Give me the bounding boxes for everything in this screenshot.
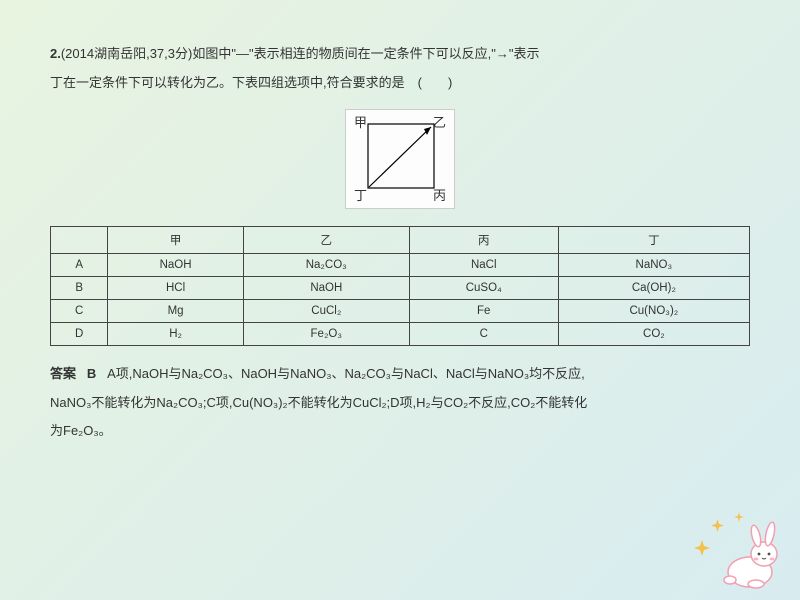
cell: NaNO₃: [558, 254, 749, 277]
q-mid1: 表示相连的物质间在一定条件下可以反应,: [254, 46, 492, 61]
table-header-row: 甲 乙 丙 丁: [51, 227, 750, 254]
cell-opt: C: [51, 300, 108, 323]
table-row: B HCl NaOH CuSO₄ Ca(OH)₂: [51, 277, 750, 300]
table-row: C Mg CuCl₂ Fe Cu(NO₃)₂: [51, 300, 750, 323]
answer-text2: NaNO₃不能转化为Na₂CO₃;C项,Cu(NO₃)₂不能转化为CuCl₂;D…: [50, 395, 587, 410]
cell: C: [409, 323, 558, 346]
node-bl: 丁: [354, 185, 367, 204]
cell-opt: A: [51, 254, 108, 277]
bunny-icon: [692, 510, 782, 590]
sparkles-icon: [694, 512, 744, 556]
q-quote2: "→": [491, 46, 513, 61]
q-number: 2.: [50, 46, 61, 61]
cell: Ca(OH)₂: [558, 277, 749, 300]
node-br: 丙: [433, 185, 446, 204]
cell: CuSO₄: [409, 277, 558, 300]
node-tr: 乙: [433, 112, 446, 131]
bunny-blush-icon: [770, 558, 775, 561]
node-tl: 甲: [354, 112, 367, 131]
cell: NaOH: [108, 254, 244, 277]
table-row: D H₂ Fe₂O₃ C CO₂: [51, 323, 750, 346]
cell-opt: B: [51, 277, 108, 300]
cell: Mg: [108, 300, 244, 323]
diagram-container: 甲 乙 丁 丙: [50, 109, 750, 212]
diagram-arrow-line: [369, 127, 431, 187]
cell: H₂: [108, 323, 244, 346]
options-table: 甲 乙 丙 丁 A NaOH Na₂CO₃ NaCl NaNO₃ B HCl N…: [50, 226, 750, 346]
answer-text3: 为Fe₂O₃。: [50, 423, 112, 438]
th-yi: 乙: [243, 227, 409, 254]
q-source: (2014湖南岳阳,37,3分)如图中: [61, 46, 232, 61]
cell: Fe₂O₃: [243, 323, 409, 346]
answer-label: 答案: [50, 366, 76, 381]
cell: NaOH: [243, 277, 409, 300]
q-line2: 丁在一定条件下可以转化为乙。下表四组选项中,符合要求的是 ( ): [50, 75, 452, 90]
bunny-blush-icon: [754, 558, 759, 561]
q-quote1: "—": [231, 46, 253, 61]
answer-choice: B: [87, 366, 96, 381]
table-row: A NaOH Na₂CO₃ NaCl NaNO₃: [51, 254, 750, 277]
th-jia: 甲: [108, 227, 244, 254]
cell: HCl: [108, 277, 244, 300]
answer-text1: A项,NaOH与Na₂CO₃、NaOH与NaNO₃、Na₂CO₃与NaCl、Na…: [107, 366, 585, 381]
answer-block: 答案 B A项,NaOH与Na₂CO₃、NaOH与NaNO₃、Na₂CO₃与Na…: [50, 360, 750, 446]
cell: CO₂: [558, 323, 749, 346]
th-bing: 丙: [409, 227, 558, 254]
cell: Cu(NO₃)₂: [558, 300, 749, 323]
diagram-arrowhead: [424, 127, 431, 135]
question-text: 2.(2014湖南岳阳,37,3分)如图中"—"表示相连的物质间在一定条件下可以…: [50, 40, 750, 97]
th-blank: [51, 227, 108, 254]
cell: Na₂CO₃: [243, 254, 409, 277]
cell: NaCl: [409, 254, 558, 277]
relation-diagram: 甲 乙 丁 丙: [345, 109, 455, 209]
cell: Fe: [409, 300, 558, 323]
cell: CuCl₂: [243, 300, 409, 323]
th-ding: 丁: [558, 227, 749, 254]
cell-opt: D: [51, 323, 108, 346]
q-mid2: 表示: [513, 46, 539, 61]
